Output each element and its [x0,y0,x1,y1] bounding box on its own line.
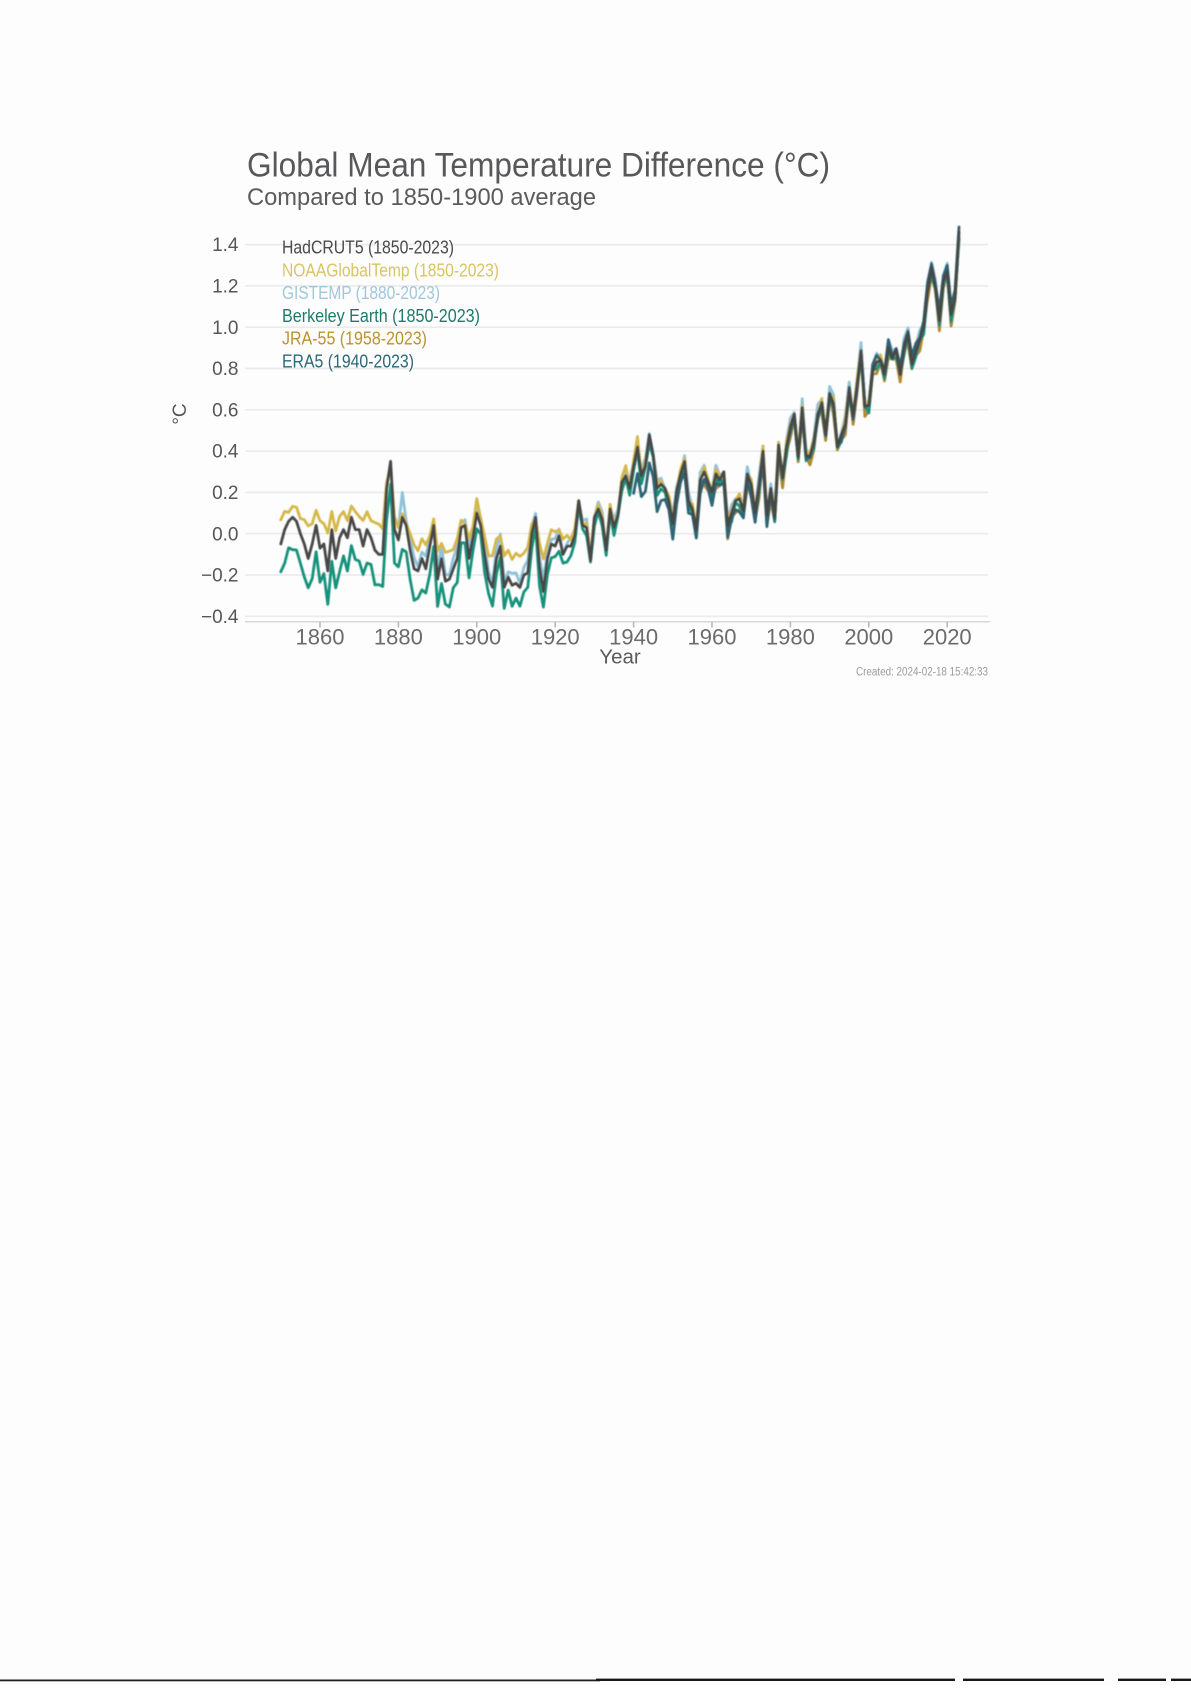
svg-text:°C: °C [170,403,191,424]
svg-text:−0.2: −0.2 [201,566,239,587]
svg-text:1.2: 1.2 [212,277,238,298]
svg-text:1980: 1980 [766,625,815,650]
svg-text:0.6: 0.6 [212,400,238,421]
svg-text:0.2: 0.2 [212,483,238,504]
svg-text:Global Mean Temperature Differ: Global Mean Temperature Difference (°C) [247,147,830,185]
svg-text:1940: 1940 [609,625,658,650]
svg-text:Year: Year [599,646,641,669]
svg-text:NOAAGlobalTemp (1850-2023): NOAAGlobalTemp (1850-2023) [282,260,499,280]
svg-text:0.0: 0.0 [212,524,238,545]
svg-text:Created: 2024-02-18 15:42:33: Created: 2024-02-18 15:42:33 [856,667,988,679]
svg-text:Berkeley Earth (1850-2023): Berkeley Earth (1850-2023) [282,306,480,326]
svg-text:Compared to 1850-1900 average: Compared to 1850-1900 average [247,184,596,211]
svg-text:1.0: 1.0 [212,318,238,339]
svg-text:0.4: 0.4 [212,442,239,463]
svg-text:1900: 1900 [452,625,501,650]
svg-text:GISTEMP (1880-2023): GISTEMP (1880-2023) [282,283,440,303]
svg-text:1920: 1920 [531,625,580,650]
svg-text:1.4: 1.4 [212,235,239,256]
svg-text:HadCRUT5 (1850-2023): HadCRUT5 (1850-2023) [282,238,454,258]
svg-text:JRA-55 (1958-2023): JRA-55 (1958-2023) [282,329,427,349]
svg-text:1860: 1860 [296,625,345,650]
svg-text:0.8: 0.8 [212,359,238,380]
svg-text:2000: 2000 [844,625,893,650]
svg-text:ERA5 (1940-2023): ERA5 (1940-2023) [282,352,414,372]
svg-text:2020: 2020 [923,625,972,650]
svg-text:1880: 1880 [374,625,423,650]
svg-text:1960: 1960 [688,625,737,650]
svg-text:−0.4: −0.4 [201,607,239,628]
